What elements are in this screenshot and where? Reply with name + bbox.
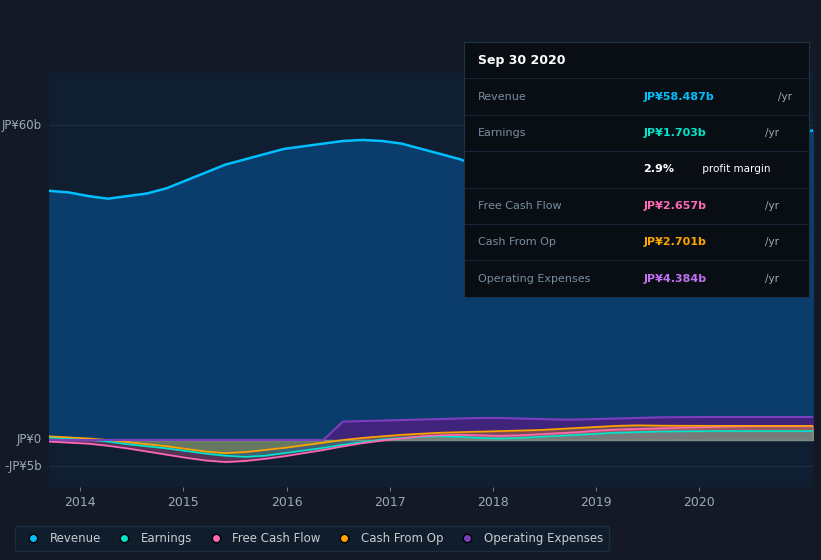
Text: /yr: /yr xyxy=(764,201,778,211)
Text: /yr: /yr xyxy=(777,92,791,101)
Text: JP¥0: JP¥0 xyxy=(16,433,42,446)
Text: Sep 30 2020: Sep 30 2020 xyxy=(478,54,565,67)
Text: JP¥60b: JP¥60b xyxy=(2,119,42,132)
Text: Free Cash Flow: Free Cash Flow xyxy=(478,201,562,211)
Text: -JP¥5b: -JP¥5b xyxy=(4,460,42,473)
Text: /yr: /yr xyxy=(764,237,778,247)
Text: JP¥4.384b: JP¥4.384b xyxy=(643,274,706,283)
Text: Earnings: Earnings xyxy=(478,128,526,138)
Text: JP¥58.487b: JP¥58.487b xyxy=(643,92,714,101)
Text: Revenue: Revenue xyxy=(478,92,526,101)
Text: JP¥2.657b: JP¥2.657b xyxy=(643,201,706,211)
Text: Cash From Op: Cash From Op xyxy=(478,237,556,247)
Text: /yr: /yr xyxy=(764,274,778,283)
Text: JP¥1.703b: JP¥1.703b xyxy=(643,128,706,138)
Text: /yr: /yr xyxy=(764,128,778,138)
Text: Operating Expenses: Operating Expenses xyxy=(478,274,590,283)
Text: JP¥2.701b: JP¥2.701b xyxy=(643,237,706,247)
Text: 2.9%: 2.9% xyxy=(643,165,674,174)
Legend: Revenue, Earnings, Free Cash Flow, Cash From Op, Operating Expenses: Revenue, Earnings, Free Cash Flow, Cash … xyxy=(16,526,608,551)
Text: profit margin: profit margin xyxy=(699,165,771,174)
